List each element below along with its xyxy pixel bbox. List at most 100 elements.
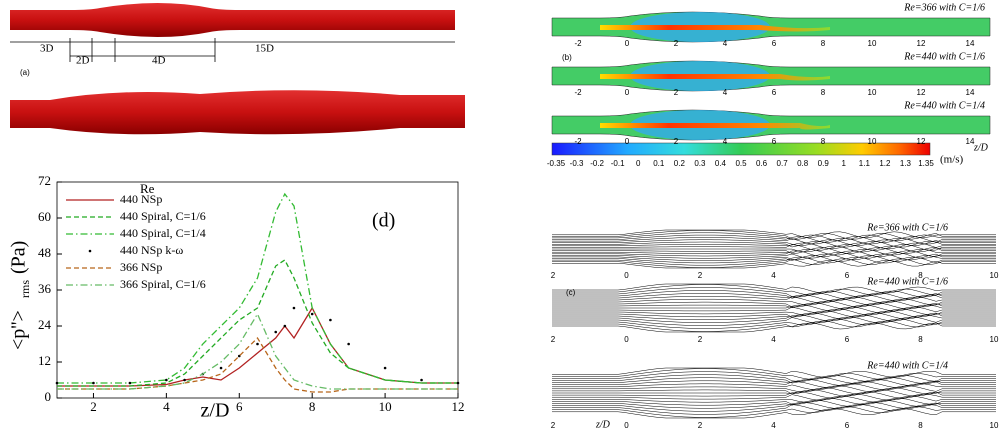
data-point	[55, 381, 59, 385]
streamline	[552, 306, 996, 314]
legend-label: 440 Spiral, C=1/6	[120, 209, 206, 223]
data-point	[219, 366, 223, 370]
data-point	[383, 366, 387, 370]
x-tick-label: 8	[821, 137, 826, 146]
streamline	[552, 232, 996, 242]
streamline	[552, 308, 996, 316]
colorbar-tick-label: 1.35	[918, 159, 934, 168]
panel-a: 3D 2D 4D 15D (a)	[10, 3, 465, 135]
streamline	[552, 253, 996, 261]
legend-label: 440 Spiral, C=1/4	[120, 226, 206, 240]
streamline	[552, 242, 996, 250]
x-tick-label: 4	[723, 137, 728, 146]
x-tick-label: 14	[966, 88, 975, 97]
colorbar-tick-label: 0.9	[818, 159, 830, 168]
streamline	[552, 377, 996, 386]
x-tick-label: 4	[771, 335, 776, 344]
x-tick-label: 10	[868, 137, 877, 146]
x-tick-label: 4	[723, 88, 728, 97]
plot-label: Re=366 with C=1/6	[903, 2, 985, 13]
streamline	[552, 398, 996, 406]
streamline	[552, 383, 996, 390]
jet-core	[600, 123, 830, 130]
streamline	[552, 320, 996, 332]
y-tick-label: 48	[38, 245, 51, 260]
x-tick-label: 6	[845, 271, 850, 280]
x-tick-label: 14	[966, 39, 975, 48]
streamline	[552, 298, 996, 306]
data-point	[456, 381, 460, 385]
streamline	[552, 387, 996, 395]
colorbar-tick-label: 0	[636, 159, 641, 168]
streamline	[552, 258, 996, 268]
x-tick-label: 2	[698, 271, 703, 280]
x-tick-label: 2	[674, 137, 679, 146]
colorbar-tick-label: 1	[842, 159, 847, 168]
legend-label: 440 NSp k-ω	[120, 243, 183, 257]
y-label-unit: (Pa)	[8, 241, 30, 274]
x-tick-label: 0	[625, 39, 630, 48]
x-tick-label: 8	[821, 88, 826, 97]
streamline	[552, 367, 996, 378]
streamline	[552, 256, 996, 266]
colorbar-tick-label: 0.6	[756, 159, 768, 168]
y-label-sub: rms	[18, 280, 32, 298]
streamline	[552, 368, 996, 380]
panel-label: (c)	[566, 288, 576, 297]
data-point	[329, 318, 332, 322]
jet-core	[600, 74, 830, 81]
dim-label: 3D	[40, 43, 54, 55]
streamline	[552, 300, 996, 308]
legend-label: 440 NSp	[120, 192, 162, 206]
data-line	[57, 312, 458, 390]
streamline	[552, 322, 996, 333]
legend-label: 366 NSp	[120, 260, 162, 274]
streamline	[552, 385, 996, 393]
colorbar-tick-label: 0.3	[694, 159, 706, 168]
x-tick-label: 2	[90, 399, 97, 414]
streamline	[552, 404, 996, 415]
panel-label: (b)	[562, 53, 572, 62]
x-tick-label: 14	[966, 137, 975, 146]
x-tick-label: 2	[551, 421, 556, 430]
data-point	[274, 330, 278, 334]
data-point	[420, 378, 423, 382]
streamline	[552, 241, 996, 248]
x-tick-label: 12	[917, 88, 926, 97]
y-axis-label: <p''> rms (Pa)	[8, 241, 32, 350]
plot-label: Re=440 with C=1/4	[903, 100, 985, 111]
data-point	[292, 306, 296, 310]
streamline	[552, 304, 996, 312]
x-tick-label: 2	[551, 335, 556, 344]
x-tick-label: 6	[772, 137, 777, 146]
y-tick-label: 60	[38, 209, 51, 224]
y-tick-label: 24	[38, 317, 52, 332]
streamline	[552, 260, 996, 269]
x-tick-label: 8	[821, 39, 826, 48]
x-tick-label: 10	[868, 88, 877, 97]
streamline	[552, 255, 996, 264]
streamline	[552, 245, 996, 253]
vessel-model	[10, 90, 465, 135]
x-tick-label: 6	[845, 335, 850, 344]
x-tick-label: 0	[624, 335, 629, 344]
x-tick-label: 10	[379, 399, 392, 414]
streamline	[552, 393, 996, 401]
plot-label: Re=440 with C=1/4	[866, 360, 948, 371]
x-tick-label: 2	[674, 39, 679, 48]
x-tick-label: 0	[625, 137, 630, 146]
x-tick-label: 10	[990, 335, 999, 344]
x-tick-label: 0	[624, 271, 629, 280]
legend-swatch	[88, 249, 92, 253]
colorbar-tick-label: 0.1	[653, 159, 665, 168]
contour-plot: Re=366 with C=1/6 -2 0 2 4 6 8 10 12 14	[551, 2, 991, 48]
x-tick-label: 4	[771, 271, 776, 280]
colorbar-tick-label: -0.1	[611, 159, 625, 168]
streamline	[552, 310, 996, 318]
colorbar-tick-label: 1.1	[859, 159, 871, 168]
y-tick-label: 36	[38, 281, 52, 296]
annotation: (d)	[372, 210, 395, 232]
data-point	[347, 342, 350, 346]
colorbar-tick-label: 1.2	[879, 159, 891, 168]
